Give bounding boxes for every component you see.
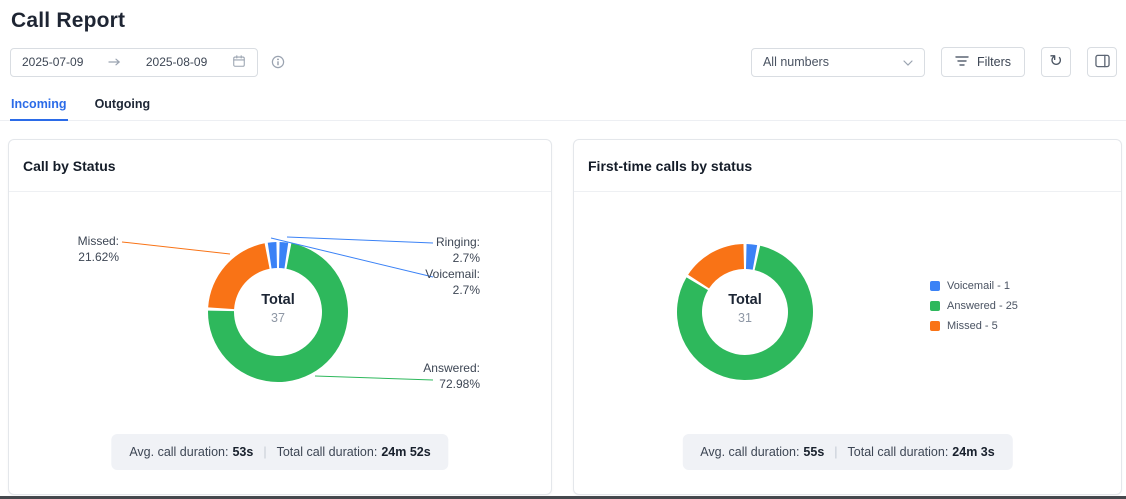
legend-item-voicemail[interactable]: Voicemail - 1: [930, 280, 1018, 292]
filters-button-label: Filters: [976, 55, 1011, 69]
legend-label: Voicemail - 1: [947, 280, 1010, 292]
legend-item-missed[interactable]: Missed - 5: [930, 320, 1018, 332]
toolbar: 2025-07-09 2025-08-09 All numbers: [10, 47, 1117, 77]
arrow-right-icon: [108, 55, 121, 69]
chart-legend: Voicemail - 1 Answered - 25 Missed - 5: [930, 280, 1018, 332]
window-bottom-edge: [0, 496, 1126, 499]
donut-segment-voicemail[interactable]: [267, 242, 278, 269]
tab-bar: Incoming Outgoing: [0, 90, 1126, 121]
callout-line-missed: [121, 241, 231, 255]
first-time-calls-chart-area: Total 31 Voicemail - 1 Answered - 25 Misse…: [574, 192, 1121, 495]
date-from-value[interactable]: 2025-07-09: [22, 55, 84, 69]
card-title: Call by Status: [9, 140, 551, 192]
callout-line-voicemail: [270, 237, 434, 278]
donut-segment-ringing[interactable]: [278, 242, 289, 269]
donut-segment-missed[interactable]: [208, 243, 270, 310]
donut-segment-answered[interactable]: [677, 245, 813, 380]
filters-button[interactable]: Filters: [940, 47, 1025, 77]
layout-panel-icon: [1094, 54, 1110, 71]
chevron-down-icon: [903, 55, 913, 69]
total-duration-value: 24m 3s: [952, 445, 995, 459]
card-title: First-time calls by status: [574, 140, 1121, 192]
calendar-icon[interactable]: [232, 54, 246, 71]
card-first-time-calls: First-time calls by status Total 31 Voic…: [573, 139, 1122, 495]
legend-item-answered[interactable]: Answered - 25: [930, 300, 1018, 312]
page-title: Call Report: [11, 9, 126, 32]
legend-swatch: [930, 321, 940, 331]
legend-swatch: [930, 281, 940, 291]
separator: |: [834, 445, 838, 459]
callout-ringing: Ringing: 2.7%: [435, 235, 480, 265]
avg-duration-value: 53s: [232, 445, 254, 459]
card-call-by-status: Call by Status Missed: 21.62% Ringing: 2…: [8, 139, 552, 495]
call-duration-summary: Avg. call duration: 53s | Total call durati…: [111, 434, 449, 470]
call-status-chart-area: Missed: 21.62% Ringing: 2.7% Voicemail: …: [9, 192, 551, 495]
total-duration-label: Total call duration:: [847, 445, 949, 459]
report-content: Call by Status Missed: 21.62% Ringing: 2…: [0, 139, 1126, 495]
date-to-value[interactable]: 2025-08-09: [145, 55, 208, 69]
call-duration-summary: Avg. call duration: 55s | Total call durati…: [682, 434, 1013, 470]
callout-voicemail: Voicemail: 2.7%: [425, 267, 480, 297]
numbers-select-value: All numbers: [762, 55, 829, 69]
tab-outgoing[interactable]: Outgoing: [94, 97, 151, 111]
legend-label: Answered - 25: [947, 300, 1018, 312]
donut-center-total: Total 37: [261, 292, 295, 325]
numbers-select[interactable]: All numbers: [750, 47, 925, 77]
callout-missed: Missed: 21.62%: [77, 234, 119, 264]
first-time-calls-donut-chart: [677, 244, 813, 380]
filter-icon: [955, 55, 969, 70]
callout-line-answered: [314, 375, 434, 381]
layout-panel-button[interactable]: [1087, 47, 1117, 77]
callout-line-ringing: [286, 236, 434, 244]
info-icon[interactable]: [271, 55, 285, 69]
separator: |: [263, 445, 267, 459]
refresh-button[interactable]: ↻: [1041, 47, 1071, 77]
legend-label: Missed - 5: [947, 320, 998, 332]
avg-duration-value: 55s: [803, 445, 825, 459]
donut-center-total: Total 31: [728, 292, 762, 325]
donut-segment-answered[interactable]: [207, 243, 348, 383]
refresh-icon: ↻: [1049, 53, 1063, 70]
legend-swatch: [930, 301, 940, 311]
avg-duration-label: Avg. call duration:: [129, 445, 229, 459]
tab-incoming[interactable]: Incoming: [10, 90, 68, 121]
total-duration-label: Total call duration:: [276, 445, 378, 459]
total-duration-value: 24m 52s: [381, 445, 431, 459]
donut-segment-missed[interactable]: [688, 244, 745, 289]
avg-duration-label: Avg. call duration:: [700, 445, 800, 459]
call-status-donut-chart: [121, 236, 434, 383]
date-range-picker[interactable]: 2025-07-09 2025-08-09: [10, 47, 258, 77]
donut-segment-voicemail[interactable]: [745, 244, 758, 270]
callout-answered: Answered: 72.98%: [423, 361, 480, 391]
